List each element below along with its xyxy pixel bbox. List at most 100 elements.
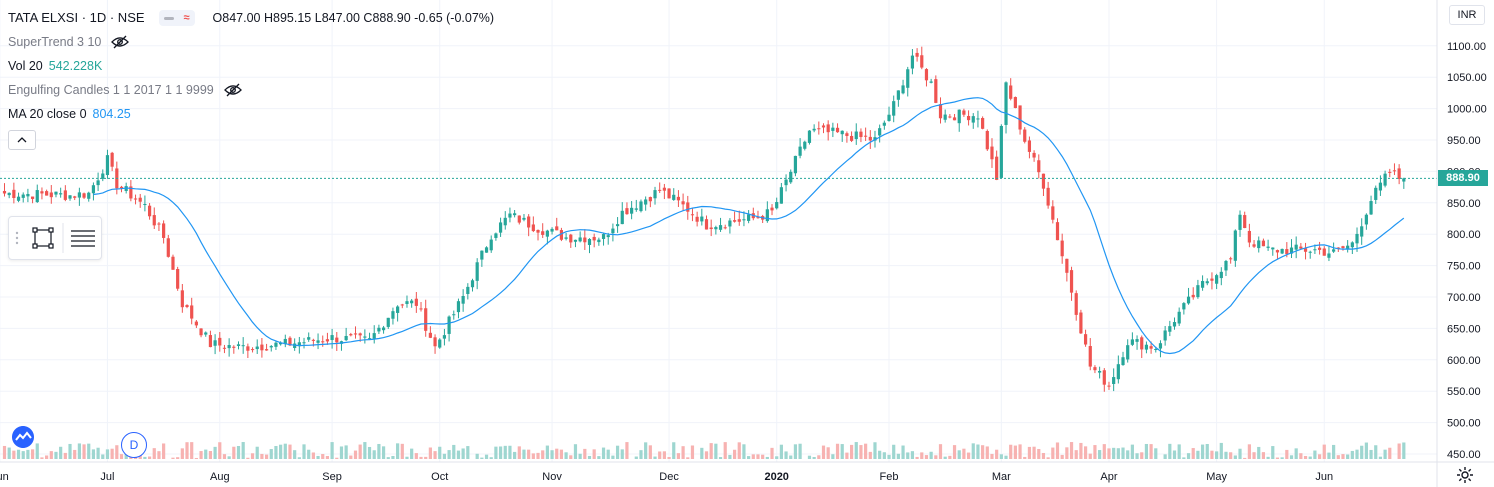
volume-bar bbox=[325, 455, 330, 459]
candle-body bbox=[396, 306, 400, 313]
drawing-toolbox[interactable] bbox=[8, 216, 102, 260]
volume-bar bbox=[138, 454, 142, 459]
indicator-volume[interactable]: Vol 20 542.228K bbox=[8, 54, 494, 78]
candle-body bbox=[831, 127, 835, 131]
volume-bar bbox=[424, 456, 428, 459]
volume-bar bbox=[564, 452, 568, 459]
volume-bar bbox=[527, 449, 531, 459]
candle-body bbox=[40, 191, 44, 194]
volume-bar bbox=[1107, 448, 1111, 459]
compare-toggle[interactable]: ≈ bbox=[158, 10, 195, 26]
candle-body bbox=[1102, 370, 1106, 385]
volume-bar bbox=[30, 449, 35, 459]
volume-bar bbox=[115, 445, 119, 459]
candle-body bbox=[864, 135, 868, 137]
volume-bar bbox=[232, 446, 236, 459]
candle-body bbox=[297, 342, 301, 347]
moving-average-line bbox=[93, 97, 1405, 355]
gear-icon[interactable] bbox=[1456, 466, 1474, 484]
volume-bar bbox=[648, 445, 652, 459]
volume-bar bbox=[854, 442, 858, 459]
indicator-label: Vol 20 bbox=[8, 59, 43, 73]
volume-bar bbox=[227, 456, 231, 459]
candle-body bbox=[545, 230, 549, 237]
interval-badge[interactable]: D bbox=[121, 432, 147, 458]
volume-bar bbox=[849, 444, 854, 459]
candle-body bbox=[236, 344, 241, 346]
collapse-legend-button[interactable] bbox=[8, 130, 36, 150]
volume-bar bbox=[845, 452, 849, 459]
candle-body bbox=[1215, 275, 1219, 284]
candle-body bbox=[1392, 170, 1397, 172]
candle-body bbox=[765, 209, 769, 222]
hidden-eye-icon[interactable] bbox=[223, 83, 242, 97]
volume-bar bbox=[981, 445, 985, 459]
volume-bar bbox=[1093, 445, 1097, 459]
volume-bar bbox=[896, 453, 900, 459]
candle-body bbox=[194, 321, 198, 326]
candle-body bbox=[1336, 247, 1340, 249]
volume-bar bbox=[461, 448, 465, 459]
volume-bar bbox=[751, 454, 755, 459]
candle-body bbox=[152, 215, 156, 226]
volume-bar bbox=[924, 455, 929, 459]
volume-bar bbox=[1009, 444, 1013, 459]
candle-body bbox=[541, 231, 545, 235]
volume-bar bbox=[1018, 444, 1022, 459]
candle-body bbox=[667, 188, 671, 199]
close-value: C888.90 bbox=[363, 11, 411, 25]
candle-body bbox=[1121, 357, 1125, 366]
volume-bar bbox=[559, 449, 564, 459]
candle-body bbox=[798, 146, 802, 156]
indicator-engulfing[interactable]: Engulfing Candles 1 1 2017 1 1 9999 bbox=[8, 78, 494, 102]
tradingview-logo-icon[interactable] bbox=[8, 424, 38, 450]
volume-bar bbox=[190, 442, 194, 459]
volume-bar bbox=[452, 444, 456, 459]
candle-body bbox=[1149, 346, 1153, 349]
candle-body bbox=[63, 190, 67, 200]
volume-bar bbox=[353, 450, 358, 459]
candle-body bbox=[915, 52, 919, 57]
volume-bar bbox=[1182, 457, 1186, 459]
candle-body bbox=[770, 207, 774, 211]
volume-bar bbox=[1168, 443, 1172, 459]
candle-body bbox=[475, 262, 479, 281]
candle-body bbox=[1196, 285, 1200, 298]
candle-body bbox=[1004, 82, 1008, 125]
volume-bar bbox=[882, 452, 886, 459]
volume-bar bbox=[1032, 446, 1036, 459]
price-tick-label: 650.00 bbox=[1447, 323, 1481, 335]
volume-bar bbox=[667, 456, 671, 459]
volume-bar bbox=[1051, 447, 1055, 459]
volume-bar bbox=[1074, 450, 1078, 459]
indicator-ma[interactable]: MA 20 close 0 804.25 bbox=[8, 102, 494, 126]
hidden-eye-icon[interactable] bbox=[111, 35, 130, 49]
volume-bar bbox=[1266, 456, 1270, 459]
candle-body bbox=[1074, 293, 1078, 315]
symbol-row: TATA ELXSI · 1D · NSE ≈ O847.00 H895.15 … bbox=[8, 6, 494, 30]
candle-body bbox=[447, 316, 451, 334]
candle-body bbox=[1224, 260, 1228, 271]
volume-bar bbox=[503, 445, 507, 459]
candle-body bbox=[962, 110, 966, 115]
candle-body bbox=[1346, 245, 1350, 249]
candle-body bbox=[1317, 247, 1322, 250]
volume-bar bbox=[615, 445, 620, 459]
volume-bar bbox=[1126, 450, 1130, 459]
volume-bar bbox=[1247, 444, 1251, 459]
candle-body bbox=[639, 201, 643, 212]
candle-body bbox=[920, 55, 924, 68]
symbol-title[interactable]: TATA ELXSI · 1D · NSE bbox=[8, 10, 145, 25]
currency-label[interactable]: INR bbox=[1449, 5, 1485, 25]
candle-body bbox=[7, 192, 11, 196]
time-tick-label: Mar bbox=[992, 471, 1011, 483]
candle-body bbox=[812, 128, 816, 131]
indicator-supertrend[interactable]: SuperTrend 3 10 bbox=[8, 30, 494, 54]
candle-body bbox=[190, 305, 194, 319]
candle-body bbox=[119, 186, 124, 189]
volume-bar bbox=[714, 443, 718, 459]
candle-body bbox=[634, 208, 638, 210]
candle-body bbox=[484, 247, 489, 253]
volume-bar bbox=[105, 449, 110, 459]
